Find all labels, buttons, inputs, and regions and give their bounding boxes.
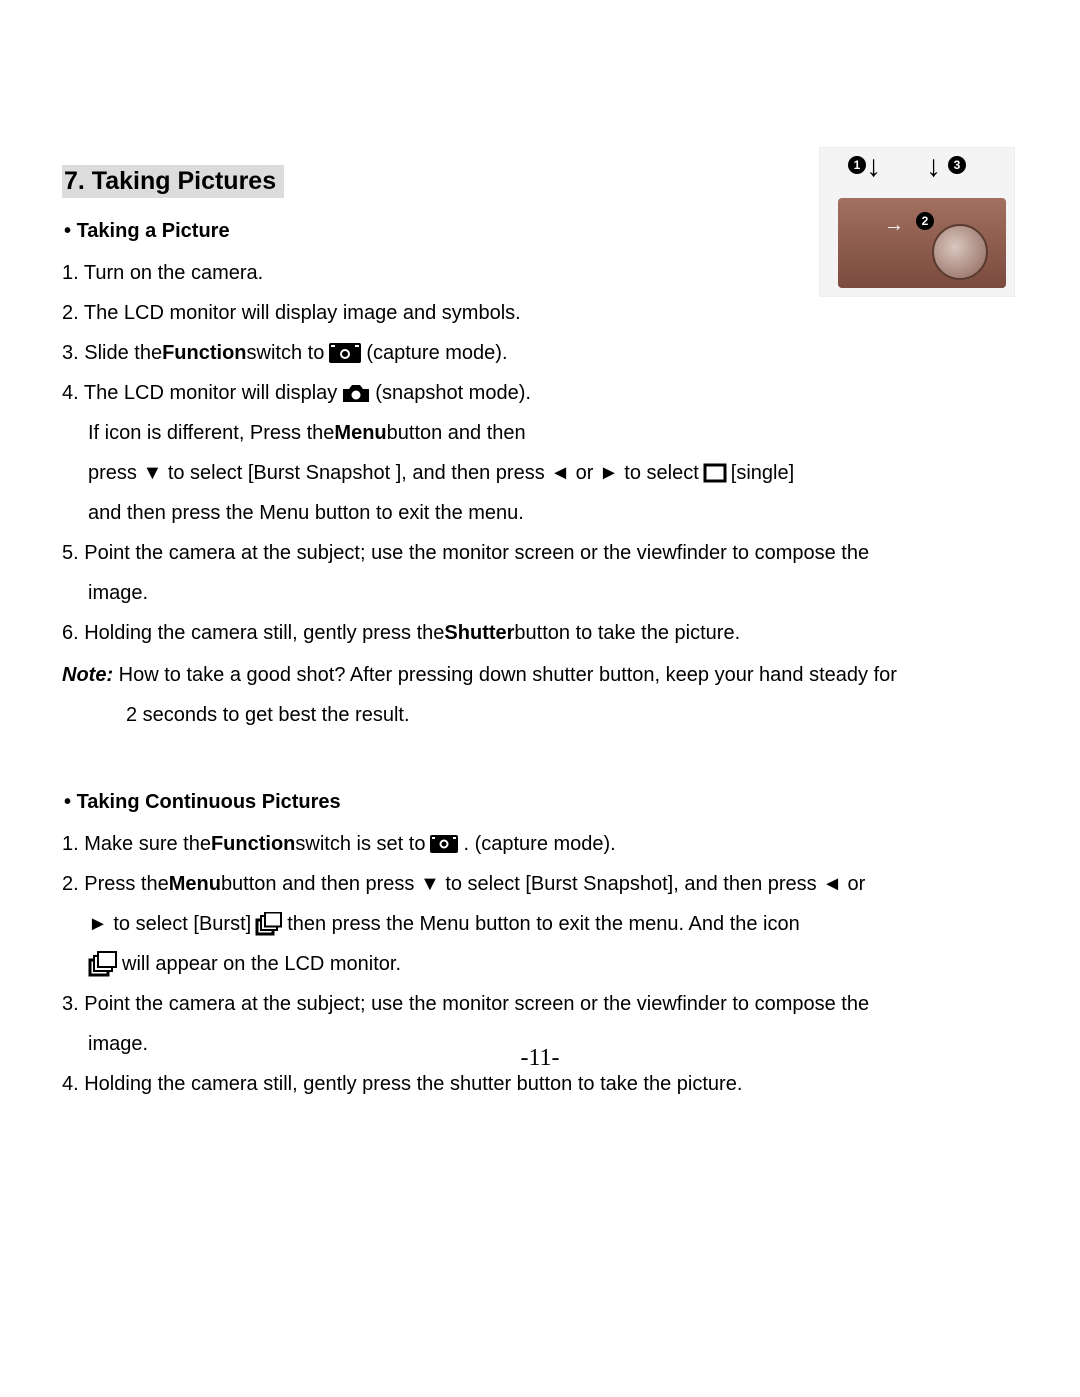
c-step-3: 3. Point the camera at the subject; use … (62, 984, 1025, 1024)
arrow-down-icon: ↓ (926, 150, 941, 184)
burst-stack-icon (88, 951, 118, 977)
shutter-label: Shutter (444, 613, 514, 653)
steps-taking-picture: 1. Turn on the camera. 2. The LCD monito… (62, 253, 1025, 735)
step-5-cont: image. (62, 573, 1025, 613)
callout-3: 3 (948, 156, 966, 174)
c-step-2-line1: 2. Press the Menu button and then press … (62, 864, 1025, 904)
burst-stack-icon (255, 912, 283, 936)
note-cont: 2 seconds to get best the result. (62, 695, 1025, 735)
c-step-2-line3: will appear on the LCD monitor. (62, 944, 1025, 984)
page-number: -11- (0, 1045, 1080, 1072)
function-label: Function (211, 824, 295, 864)
step-5: 5. Point the camera at the subject; use … (62, 533, 1025, 573)
step-4-line2: If icon is different, Press the Menu but… (62, 413, 1025, 453)
note-label: Note: (62, 664, 113, 686)
note: Note: How to take a good shot? After pre… (62, 655, 1025, 695)
step-4-line1: 4. The LCD monitor will display (snapsho… (62, 373, 1025, 413)
step-4-line4: and then press the Menu button to exit t… (62, 493, 1025, 533)
single-frame-icon (703, 463, 727, 483)
c-step-2-line2: ► to select [Burst] then press the Menu … (62, 904, 1025, 944)
manual-page: 7. Taking Pictures ↓ 1 ↓ 3 2 → Taking a … (0, 0, 1080, 1154)
capture-mode-camera-icon (429, 834, 459, 854)
menu-label: Menu (169, 864, 221, 904)
step-6: 6. Holding the camera still, gently pres… (62, 613, 1025, 653)
camera-illustration: ↓ 1 ↓ 3 2 → (819, 147, 1015, 297)
section-heading-text: 7. Taking Pictures (64, 167, 276, 195)
control-dial (932, 224, 988, 280)
callout-2: 2 (916, 212, 934, 230)
arrow-down-icon: ↓ (866, 150, 881, 184)
c-step-1: 1. Make sure the Function switch is set … (62, 824, 1025, 864)
snapshot-mode-camera-icon (341, 382, 371, 404)
function-label: Function (162, 333, 246, 373)
arrow-right-icon: → (884, 214, 904, 237)
subheading-continuous: Taking Continuous Pictures (64, 791, 1025, 814)
step-2: 2. The LCD monitor will display image an… (62, 293, 1025, 333)
camera-body: 2 → (838, 198, 1006, 288)
step-3: 3. Slide the Function switch to (capture… (62, 333, 1025, 373)
menu-label: Menu (334, 413, 386, 453)
capture-mode-camera-icon (328, 342, 362, 364)
section-heading: 7. Taking Pictures (62, 165, 284, 198)
step-4-line3: press ▼ to select [Burst Snapshot ], and… (62, 453, 1025, 493)
callout-1: 1 (848, 156, 866, 174)
